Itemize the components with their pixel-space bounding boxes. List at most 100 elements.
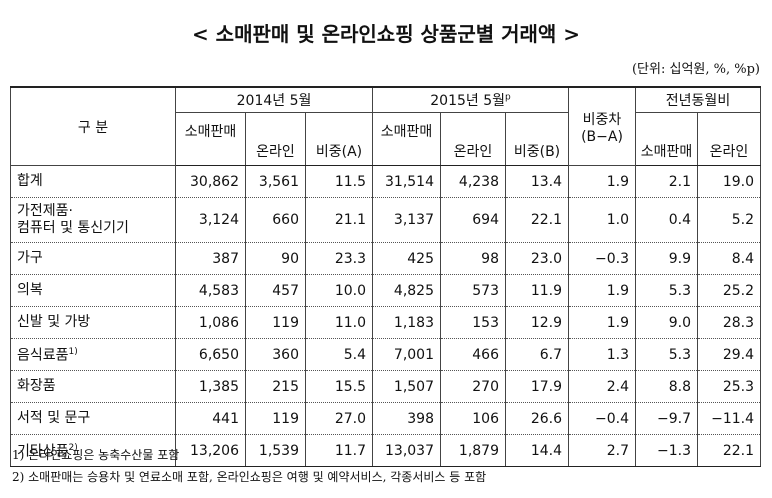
header-row: 소매판매 온라인 비중(A) 소매판매 온라인 비중(B) 소매판매 온라인: [11, 112, 761, 166]
value-cell: −1.3: [635, 434, 698, 467]
value-cell: 11.7: [305, 434, 373, 467]
table-row: 가전제품· 컴퓨터 및 통신기기 3,124 660 21.1 3,137 694 22.1 1…: [10, 197, 761, 243]
value-cell: 1,385: [175, 370, 246, 403]
subheader-cell: 온라인: [245, 112, 306, 166]
row-label-cell: 화장품: [10, 370, 176, 403]
value-cell: 1.0: [568, 197, 636, 243]
row-label: 화장품: [17, 378, 56, 394]
subheader-cell: 비중(B): [505, 112, 569, 166]
value-cell: 1,539: [245, 434, 306, 467]
row-label-cell: 의복: [10, 274, 176, 307]
row-label-cell: 가구: [10, 242, 176, 275]
value-cell: 12.9: [505, 306, 569, 339]
value-cell: −0.4: [568, 402, 636, 435]
value-cell: 4,825: [372, 274, 441, 307]
value-cell: 3,124: [175, 197, 246, 243]
footnote: 1) 온라인쇼핑은 농축수산물 포함: [12, 448, 180, 462]
value-cell: 215: [245, 370, 306, 403]
title: < 소매판매 및 온라인쇼핑 상품군별 거래액 >: [191, 22, 581, 46]
value-cell: 22.1: [697, 434, 761, 467]
value-cell: 31,514: [372, 165, 441, 198]
row-label: 신발 및 가방: [17, 314, 91, 330]
value-cell: 360: [245, 338, 306, 371]
value-cell: 1.9: [568, 274, 636, 307]
table-row: 의복 4,583 457 10.0 4,825 573 11.9 1.9 5.3 25.2: [10, 274, 761, 307]
value-cell: 1,879: [440, 434, 506, 467]
value-cell: 1,183: [372, 306, 441, 339]
value-cell: 30,862: [175, 165, 246, 198]
value-cell: −0.3: [568, 242, 636, 275]
table-header: 구 분 2014년 5월 2015년 5월p 비중차 (B−A) 전년동월비 소매…: [10, 86, 761, 166]
value-cell: 398: [372, 402, 441, 435]
row-label-cell: 음식료품1): [10, 338, 176, 371]
table-row: 합계 30,862 3,561 11.5 31,514 4,238 13.4 1.9 2.1 19…: [10, 165, 761, 198]
value-cell: 22.1: [505, 197, 569, 243]
value-cell: 106: [440, 402, 506, 435]
value-cell: 5.3: [635, 274, 698, 307]
value-cell: 5.4: [305, 338, 373, 371]
value-cell: 1.3: [568, 338, 636, 371]
row-label: 합계: [17, 173, 43, 189]
table-row: 기타상품2) 13,206 1,539 11.7 13,037 1,879 14.4 2.7−…: [10, 434, 761, 467]
value-cell: 9.9: [635, 242, 698, 275]
data-table: 구 분 2014년 5월 2015년 5월p 비중차 (B−A) 전년동월비 소매…: [10, 86, 761, 467]
value-cell: 7,001: [372, 338, 441, 371]
subheader-cell: 소매판매: [372, 112, 441, 166]
value-cell: 8.4: [697, 242, 761, 275]
subheader-cell: 소매판매: [175, 112, 246, 166]
value-cell: 26.6: [505, 402, 569, 435]
header-cell: 전년동월비: [635, 86, 761, 113]
header-text: 2015년 5월: [430, 93, 506, 109]
row-label-cell: 기타상품2): [10, 434, 176, 467]
header-row: 구 분 2014년 5월 2015년 5월p 비중차 (B−A) 전년동월비: [10, 86, 761, 166]
row-label-cell: 신발 및 가방: [10, 306, 176, 339]
value-cell: 90: [245, 242, 306, 275]
value-cell: 694: [440, 197, 506, 243]
value-cell: 119: [245, 402, 306, 435]
value-cell: 23.3: [305, 242, 373, 275]
subheader-cell: 비중(A): [305, 112, 373, 166]
header-cell: 2014년 5월: [175, 86, 373, 113]
subheader-cell: 온라인: [440, 112, 506, 166]
header-text: 비중차: [582, 111, 622, 128]
value-cell: 28.3: [697, 306, 761, 339]
value-cell: 1,507: [372, 370, 441, 403]
value-cell: 2.1: [635, 165, 698, 198]
row-label: 가전제품·: [17, 203, 73, 219]
value-cell: 8.8: [635, 370, 698, 403]
value-cell: 2.7: [568, 434, 636, 467]
row-label-cell: 합계: [10, 165, 176, 198]
row-label: 컴퓨터 및 통신기기: [17, 220, 129, 236]
value-cell: 441: [175, 402, 246, 435]
value-cell: 1.9: [568, 306, 636, 339]
value-cell: −11.4: [697, 402, 761, 435]
row-label: 의복: [17, 282, 43, 298]
header-text: (B−A): [581, 128, 623, 145]
value-cell: 270: [440, 370, 506, 403]
value-cell: 3,561: [245, 165, 306, 198]
value-cell: 25.3: [697, 370, 761, 403]
table-row: 화장품 1,385 215 15.5 1,507 270 17.9 2.4 8.8 25.3: [10, 370, 761, 403]
value-cell: 11.5: [305, 165, 373, 198]
header-cell: 2015년 5월p: [372, 86, 569, 113]
row-label-cell: 서적 및 문구: [10, 402, 176, 435]
table-body: 합계 30,862 3,561 11.5 31,514 4,238 13.4 1.9 2.1 19…: [10, 165, 761, 467]
row-label: 가구: [17, 250, 43, 266]
subheader-cell: 온라인: [697, 112, 761, 166]
value-cell: 6.7: [505, 338, 569, 371]
header-cell: 구 분: [10, 86, 176, 166]
value-cell: 11.0: [305, 306, 373, 339]
row-label-cell: 가전제품· 컴퓨터 및 통신기기: [10, 197, 176, 243]
value-cell: 9.0: [635, 306, 698, 339]
value-cell: 21.1: [305, 197, 373, 243]
row-label: 음식료품: [17, 347, 69, 364]
table-row: 음식료품1) 6,650 360 5.4 7,001 466 6.7 1.3 5.3 29.4: [10, 338, 761, 371]
header-cell: 비중차 (B−A): [568, 86, 636, 166]
value-cell: 98: [440, 242, 506, 275]
value-cell: 13.4: [505, 165, 569, 198]
value-cell: 573: [440, 274, 506, 307]
value-cell: 29.4: [697, 338, 761, 371]
value-cell: 457: [245, 274, 306, 307]
table-row: 신발 및 가방 1,086 119 11.0 1,183 153 12.9 1.9 9.0 28.…: [10, 306, 761, 339]
